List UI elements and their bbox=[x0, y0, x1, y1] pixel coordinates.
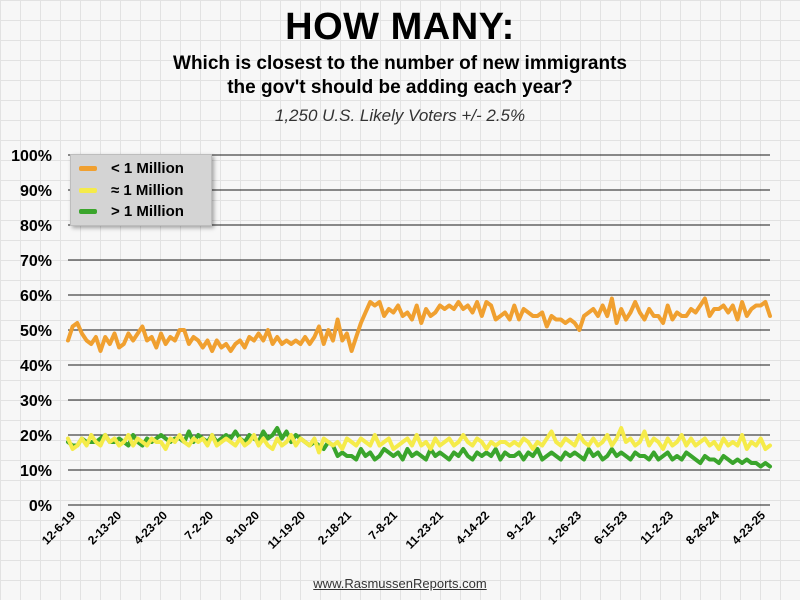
x-tick-label: 2-13-20 bbox=[85, 508, 124, 547]
y-tick-label: 10% bbox=[20, 463, 52, 480]
y-tick-label: 20% bbox=[20, 428, 52, 445]
y-tick-label: 70% bbox=[20, 253, 52, 270]
x-tick-label: 4-23-20 bbox=[131, 508, 170, 547]
x-tick-label: 7-2-20 bbox=[182, 508, 217, 543]
x-axis-labels: 12-6-19 2-13-20 4-23-20 7-2-20 9-10-20 11-19-… bbox=[39, 508, 768, 552]
legend-swatch-about bbox=[79, 187, 97, 193]
x-tick-label: 6-15-23 bbox=[591, 508, 630, 547]
y-tick-label: 40% bbox=[20, 358, 52, 375]
subtitle-line-1: Which is closest to the number of new im… bbox=[173, 53, 627, 74]
x-tick-label: 9-1-22 bbox=[504, 508, 539, 543]
chart-legend: < 1 Million ≈ 1 Million > 1 Million bbox=[70, 154, 212, 226]
chart-title: HOW MANY: bbox=[285, 6, 515, 48]
series-line-about bbox=[66, 426, 772, 455]
x-tick-label: 1-26-23 bbox=[545, 508, 584, 547]
legend-swatch-more bbox=[79, 208, 97, 214]
series-lines bbox=[66, 296, 772, 469]
subtitle-line-2: the gov't should be adding each year? bbox=[227, 77, 573, 98]
legend-label-less: < 1 Million bbox=[111, 159, 184, 177]
legend-item-more: > 1 Million bbox=[79, 201, 184, 221]
sample-size-note: 1,250 U.S. Likely Voters +/- 2.5% bbox=[274, 106, 526, 125]
legend-item-less: < 1 Million bbox=[79, 158, 184, 178]
x-tick-label: 11-23-21 bbox=[403, 508, 447, 552]
series-line-less bbox=[66, 296, 772, 353]
y-tick-label: 50% bbox=[20, 323, 52, 340]
y-tick-label: 30% bbox=[20, 393, 52, 410]
x-tick-label: 2-18-21 bbox=[315, 508, 354, 547]
legend-label-about: ≈ 1 Million bbox=[111, 181, 184, 199]
y-axis-labels: 0% 10% 20% 30% 40% 50% 60% 70% 80% 90% 100% bbox=[11, 148, 52, 515]
legend-item-about: ≈ 1 Million bbox=[79, 180, 183, 200]
y-tick-label: 80% bbox=[20, 218, 52, 235]
chart-subtitle: Which is closest to the number of new im… bbox=[0, 52, 800, 100]
x-tick-label: 11-2-23 bbox=[637, 508, 676, 547]
y-tick-label: 100% bbox=[11, 148, 52, 165]
x-tick-label: 4-14-22 bbox=[453, 508, 492, 547]
x-tick-label: 4-23-25 bbox=[729, 508, 768, 547]
source-link[interactable]: www.RasmussenReports.com bbox=[313, 576, 487, 591]
x-tick-label: 9-10-20 bbox=[223, 508, 262, 547]
x-tick-label: 7-8-21 bbox=[366, 508, 401, 543]
x-tick-label: 11-19-20 bbox=[265, 508, 309, 552]
y-tick-label: 90% bbox=[20, 183, 52, 200]
legend-label-more: > 1 Million bbox=[111, 202, 184, 220]
y-tick-label: 0% bbox=[29, 498, 52, 515]
legend-swatch-less bbox=[79, 165, 97, 171]
y-tick-label: 60% bbox=[20, 288, 52, 305]
source-credit: www.RasmussenReports.com bbox=[0, 576, 800, 591]
x-tick-label: 8-26-24 bbox=[683, 508, 722, 547]
